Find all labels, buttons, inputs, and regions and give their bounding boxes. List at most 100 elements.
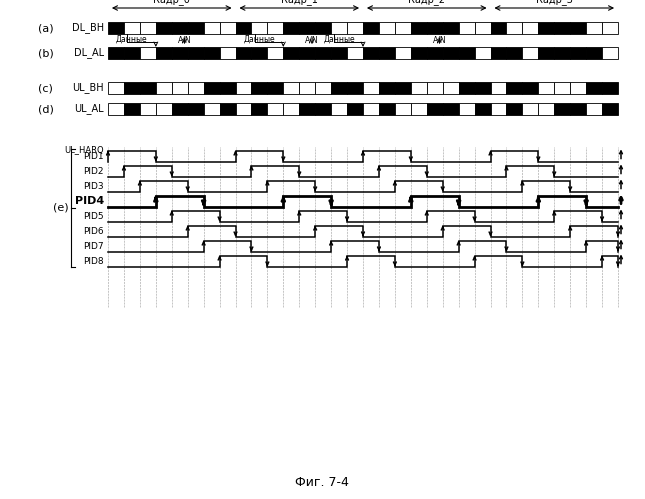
Text: Фиг. 7-4: Фиг. 7-4 <box>295 476 349 489</box>
Bar <box>252 82 268 94</box>
Text: DL_AL: DL_AL <box>74 47 104 58</box>
Bar <box>347 103 363 115</box>
Bar <box>442 47 459 59</box>
Bar <box>108 82 124 94</box>
Text: PID2: PID2 <box>83 167 104 176</box>
Bar <box>395 82 411 94</box>
Bar <box>586 103 602 115</box>
Bar <box>602 82 618 94</box>
Bar <box>172 22 188 34</box>
Bar <box>124 47 140 59</box>
Bar <box>442 22 459 34</box>
Bar <box>188 47 204 59</box>
Bar <box>506 22 522 34</box>
Text: (d): (d) <box>38 104 54 114</box>
Bar <box>108 47 124 59</box>
Bar <box>252 22 268 34</box>
Bar <box>427 82 442 94</box>
Bar <box>188 82 204 94</box>
Bar <box>490 103 506 115</box>
Text: Кадр_1: Кадр_1 <box>281 0 318 5</box>
Bar <box>283 47 299 59</box>
Bar <box>379 47 395 59</box>
Bar <box>315 82 331 94</box>
Text: Кадр_2: Кадр_2 <box>408 0 445 5</box>
Bar <box>156 22 172 34</box>
Text: Кадр_0: Кадр_0 <box>154 0 190 5</box>
Bar <box>108 103 124 115</box>
Bar <box>459 82 475 94</box>
Bar <box>379 103 395 115</box>
Text: UL_AL: UL_AL <box>74 104 104 114</box>
Text: PID3: PID3 <box>83 182 104 191</box>
Bar <box>283 82 299 94</box>
Bar <box>363 47 379 59</box>
Bar <box>299 22 315 34</box>
Bar <box>539 82 554 94</box>
Bar <box>554 103 570 115</box>
Bar <box>204 82 219 94</box>
Bar <box>522 103 539 115</box>
Bar <box>219 82 235 94</box>
Bar <box>156 47 172 59</box>
Bar <box>124 103 140 115</box>
Bar <box>299 82 315 94</box>
Bar <box>363 103 379 115</box>
Bar <box>315 103 331 115</box>
Bar <box>570 103 586 115</box>
Bar <box>283 22 299 34</box>
Bar <box>442 82 459 94</box>
Bar <box>602 22 618 34</box>
Text: PID5: PID5 <box>83 212 104 221</box>
Bar <box>299 47 315 59</box>
Bar <box>395 47 411 59</box>
Bar <box>602 47 618 59</box>
Bar <box>140 82 156 94</box>
Text: A/N: A/N <box>433 35 446 44</box>
Bar <box>539 22 554 34</box>
Bar <box>219 103 235 115</box>
Bar <box>586 82 602 94</box>
Bar <box>379 82 395 94</box>
Bar <box>475 47 490 59</box>
Text: (a): (a) <box>38 23 54 33</box>
Bar <box>172 103 188 115</box>
Bar <box>219 47 235 59</box>
Bar <box>586 22 602 34</box>
Bar <box>395 103 411 115</box>
Bar <box>411 47 427 59</box>
Bar <box>522 47 539 59</box>
Bar <box>268 47 283 59</box>
Bar <box>235 103 252 115</box>
Bar <box>235 47 252 59</box>
Bar <box>235 82 252 94</box>
Bar <box>252 103 268 115</box>
Bar <box>554 47 570 59</box>
Text: PID6: PID6 <box>83 227 104 236</box>
Bar <box>506 47 522 59</box>
Text: PID7: PID7 <box>83 242 104 250</box>
Bar <box>411 103 427 115</box>
Text: PID4: PID4 <box>75 196 104 206</box>
Bar <box>347 82 363 94</box>
Bar <box>522 22 539 34</box>
Bar <box>490 47 506 59</box>
Bar <box>539 47 554 59</box>
Bar <box>506 103 522 115</box>
Bar <box>522 82 539 94</box>
Text: A/N: A/N <box>305 35 319 44</box>
Bar <box>268 103 283 115</box>
Bar <box>331 47 347 59</box>
Text: Данные: Данные <box>244 35 275 44</box>
Bar <box>459 103 475 115</box>
Bar <box>459 47 475 59</box>
Bar <box>235 22 252 34</box>
Bar <box>172 82 188 94</box>
Bar <box>490 22 506 34</box>
Bar <box>427 103 442 115</box>
Bar <box>108 22 124 34</box>
Text: PID1: PID1 <box>83 152 104 161</box>
Bar <box>570 47 586 59</box>
Bar <box>586 47 602 59</box>
Text: UL_BH: UL_BH <box>72 82 104 93</box>
